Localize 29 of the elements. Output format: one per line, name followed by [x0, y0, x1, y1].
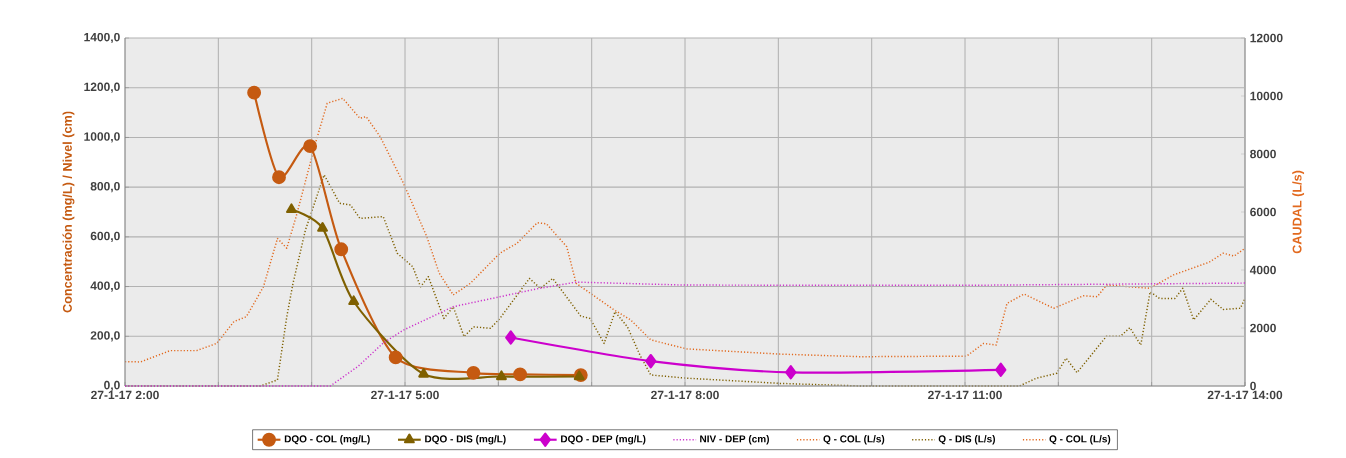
y-tick-label: 600,0 [90, 231, 120, 242]
y-axis-title: Concentración (mg/L) / Nivel (cm) [62, 111, 75, 313]
y-tick-label: 0,0 [104, 380, 120, 392]
y2-tick-label: 4000 [1249, 265, 1276, 275]
y2-tick-label: 6000 [1250, 207, 1276, 217]
legend-label: Q - COL (L/s) [823, 435, 885, 445]
y2-axis-title: CAUDAL (L/s) [1292, 170, 1305, 254]
y2-tick-label: 10000 [1250, 91, 1283, 101]
y2-tick-label: 12000 [1250, 33, 1283, 43]
x-tick-label: 27-1-17 11:00 [928, 390, 1002, 400]
legend-label: DQO - COL (mg/L) [284, 435, 370, 445]
y-tick-label: 1400,0 [84, 32, 120, 44]
legend-label: Q - DIS (L/s) [938, 435, 995, 445]
y-tick-label: 200,0 [90, 331, 120, 342]
y2-tick-label: 8000 [1250, 149, 1276, 159]
legend-label: Q - COL (L/s) [1049, 435, 1111, 445]
legend-label: DQO - DEP (mg/L) [561, 435, 646, 445]
y2-tick-label: 2000 [1250, 323, 1276, 333]
x-tick-label: 27-1-17 14:00 [1207, 390, 1283, 400]
y-tick-label: 1000,0 [84, 132, 120, 143]
y2-tick-label: 0 [1250, 381, 1256, 391]
legend-label: NIV - DEP (cm) [700, 435, 769, 445]
x-tick-label: 27-1-17 2:00 [91, 390, 159, 400]
legend-label: DQO - DIS (mg/L) [425, 435, 506, 445]
y-tick-label: 800,0 [90, 182, 120, 193]
x-tick-label: 27-1-17 5:00 [371, 390, 439, 400]
y-tick-label: 1200,0 [84, 82, 120, 93]
y-tick-label: 400,0 [90, 281, 120, 292]
x-tick-label: 27-1-17 8:00 [651, 390, 719, 400]
